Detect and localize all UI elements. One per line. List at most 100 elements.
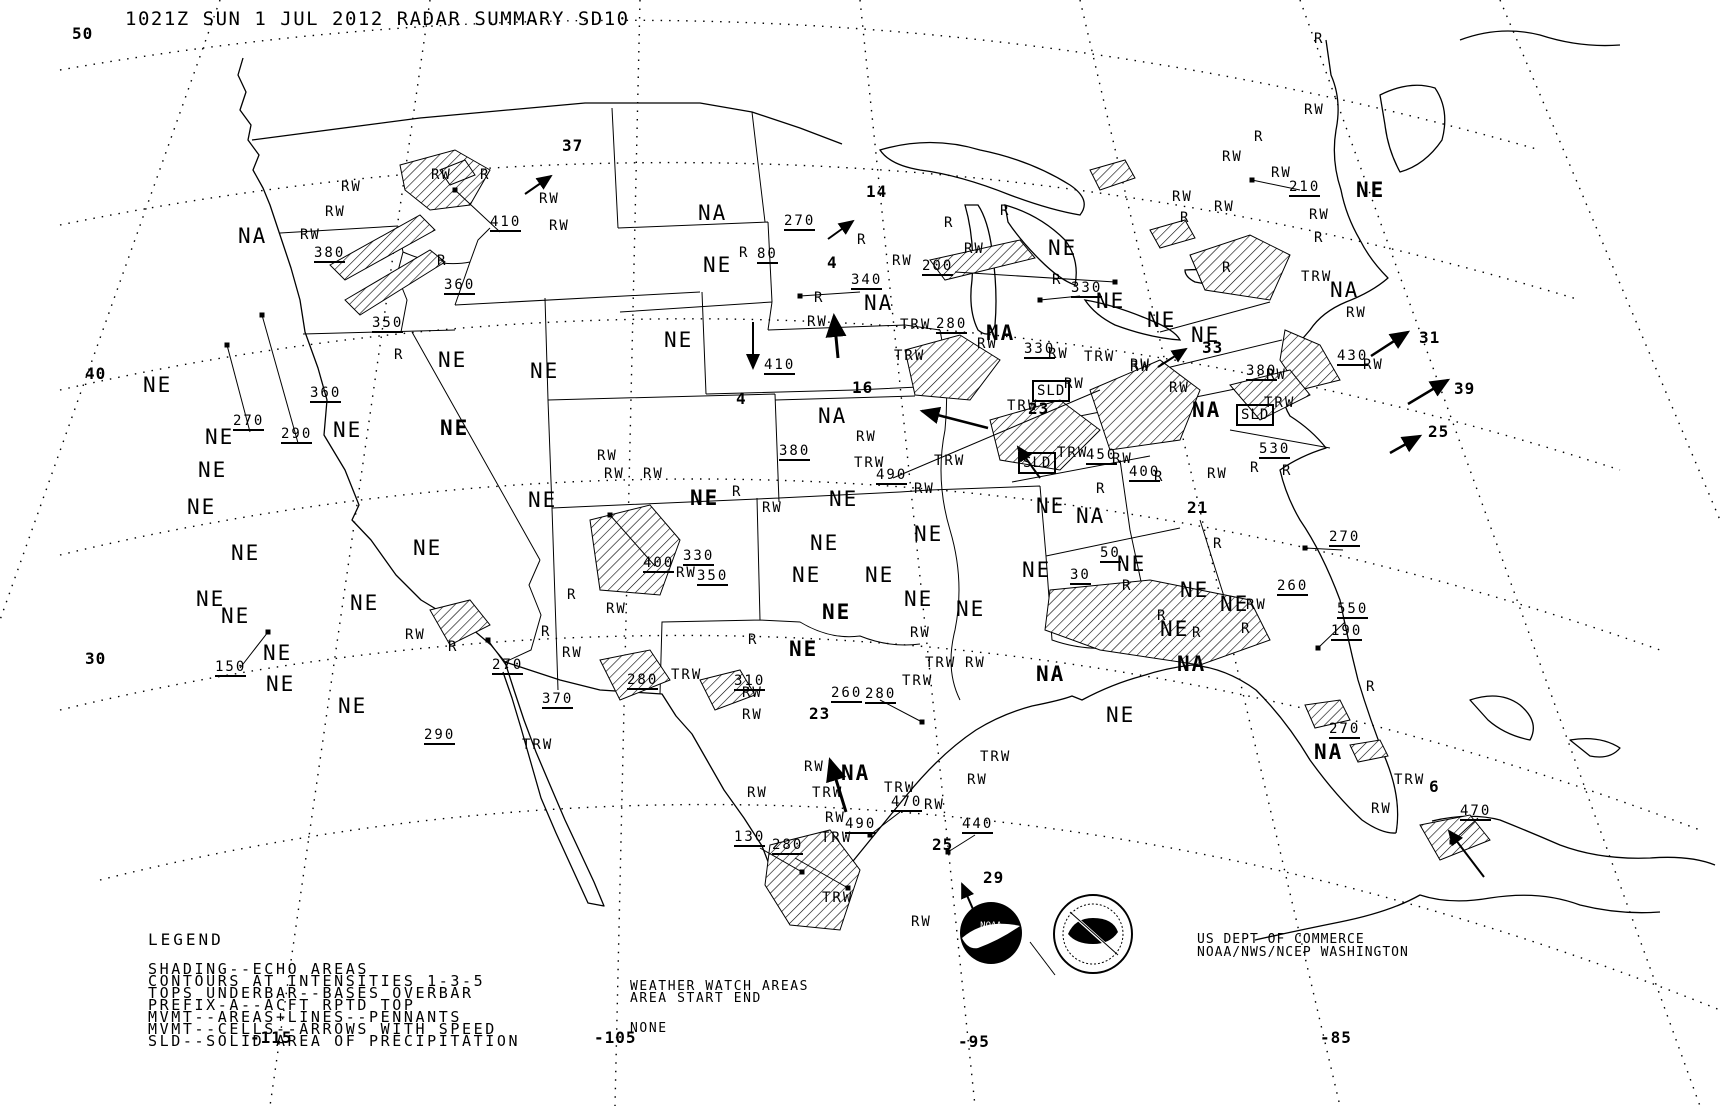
map-label-r: R [1314, 31, 1325, 47]
map-label-470: 470 [891, 794, 923, 812]
map-label-rw: RW [606, 601, 627, 617]
map-label-ne: NE [350, 591, 380, 615]
map-label-440: 440 [962, 816, 994, 834]
map-label-trw: TRW [822, 890, 854, 906]
map-label-r: R [448, 639, 459, 655]
map-label-r: R [748, 632, 759, 648]
map-label-ne: NE [1191, 323, 1221, 347]
map-label-rw: RW [1346, 305, 1367, 321]
map-label-r: R [944, 215, 955, 231]
map-label-190: 190 [1331, 623, 1363, 641]
map-label-rw: RW [910, 625, 931, 641]
map-label-rw: RW [1222, 149, 1243, 165]
map-label-na: NA [864, 291, 894, 315]
map-label-rw: RW [965, 655, 986, 671]
map-label-21: 21 [1187, 498, 1209, 517]
legend-line: SHADING--ECHO AREAS [148, 960, 369, 978]
map-label-380: 380 [779, 443, 811, 461]
map-label-na: NA [1036, 662, 1066, 686]
map-label-360: 360 [444, 277, 476, 295]
map-label-na: NA [1076, 504, 1106, 528]
map-label-ne: NE [664, 328, 694, 352]
map-label-470: 470 [1460, 803, 1492, 821]
map-label-rw: RW [747, 785, 768, 801]
legend-line: PREFIX-A--ACFT RPTD TOP [148, 996, 416, 1014]
map-label-trw: TRW [934, 453, 966, 469]
map-label-r: R [814, 290, 825, 306]
graticule-label-30: 30 [85, 649, 107, 668]
legend-line: TOPS UNDERBAR--BASES OVERBAR [148, 984, 474, 1002]
map-label-rw: RW [597, 448, 618, 464]
map-label-ne: NE [822, 600, 852, 624]
watch-columns: AREA START END [630, 991, 762, 1006]
map-label-270: 270 [492, 657, 524, 675]
map-label-ne: NE [528, 488, 558, 512]
map-label-na: NA [1330, 278, 1360, 302]
map-label-360: 360 [310, 385, 342, 403]
map-label-trw: TRW [812, 785, 844, 801]
map-label-trw: TRW [1057, 445, 1089, 461]
map-label-na: NA [818, 404, 848, 428]
agency-credit: US DEPT OF COMMERCE NOAA/NWS/NCEP WASHIN… [1197, 933, 1409, 959]
map-label-trw: TRW [902, 673, 934, 689]
map-label-r: R [1250, 460, 1261, 476]
map-label-na: NA [986, 321, 1016, 345]
map-label-r: R [1254, 129, 1265, 145]
map-label-ne: NE [810, 531, 840, 555]
map-label-370: 370 [542, 691, 574, 709]
graticule-label--85: -85 [1320, 1028, 1352, 1047]
map-label-rw: RW [431, 167, 452, 183]
map-label-ne: NE [1160, 617, 1190, 641]
map-label-280: 280 [865, 686, 897, 704]
map-label-80: 80 [757, 246, 778, 264]
map-label-ne: NE [914, 522, 944, 546]
map-label-r: R [567, 587, 578, 603]
map-label-r: R [1241, 621, 1252, 637]
map-label-ne: NE [1096, 289, 1126, 313]
map-label-25: 25 [932, 835, 954, 854]
map-label-trw: TRW [522, 737, 554, 753]
map-label-rw: RW [1048, 346, 1069, 362]
map-label-rw: RW [562, 645, 583, 661]
map-label-350: 350 [372, 315, 404, 333]
map-label-na: NA [1177, 652, 1207, 676]
map-label-r: R [1154, 469, 1165, 485]
map-label-ne: NE [221, 604, 251, 628]
leader-lines [224, 177, 1479, 976]
map-label-rw: RW [604, 466, 625, 482]
map-label-r: R [1314, 230, 1325, 246]
map-label-210: 210 [1289, 179, 1321, 197]
map-label-rw: RW [856, 429, 877, 445]
weather-watch-block: WEATHER WATCH AREAS AREA START END NONE [630, 980, 809, 1035]
map-label-r: R [1052, 272, 1063, 288]
map-label-ne: NE [187, 495, 217, 519]
map-label-380: 380 [1246, 363, 1278, 381]
map-label-340: 340 [851, 272, 883, 290]
agency-line: US DEPT OF COMMERCE [1197, 932, 1365, 947]
noaa-logo-icon: NOAA [960, 902, 1022, 964]
map-label-rw: RW [967, 772, 988, 788]
map-label-ne: NE [530, 359, 560, 383]
map-label-r: R [437, 253, 448, 269]
map-label-rw: RW [1214, 199, 1235, 215]
map-label-trw: TRW [884, 780, 916, 796]
nws-logo-icon [1053, 894, 1133, 974]
map-label-rw: RW [1112, 451, 1133, 467]
map-label-50: 50 [1100, 545, 1121, 563]
graticule-label-40: 40 [85, 364, 107, 383]
map-label-14: 14 [866, 182, 888, 201]
map-label-23: 23 [1028, 399, 1050, 418]
map-label-33: 33 [1202, 338, 1224, 357]
map-label-ne: NE [413, 536, 443, 560]
map-label-6: 6 [1429, 777, 1440, 796]
map-label-rw: RW [742, 707, 763, 723]
map-label-rw: RW [911, 914, 932, 930]
map-label-trw: TRW [1301, 269, 1333, 285]
map-label-200: 200 [922, 258, 954, 276]
map-label-rw: RW [762, 500, 783, 516]
legend-line: MVMT--CELLS--ARROWS WITH SPEED [148, 1020, 497, 1038]
map-label-16: 16 [852, 378, 874, 397]
map-label-sld: SLD [1236, 404, 1275, 426]
map-label-ne: NE [438, 348, 468, 372]
map-label-29: 29 [983, 868, 1005, 887]
